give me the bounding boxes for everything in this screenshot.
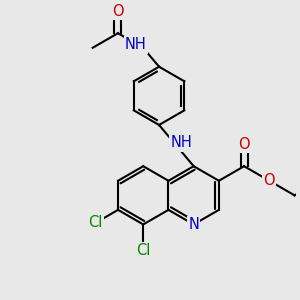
Text: NH: NH [170, 135, 192, 150]
Text: O: O [238, 137, 250, 152]
Text: Cl: Cl [88, 215, 103, 230]
Text: O: O [263, 173, 275, 188]
Text: Cl: Cl [136, 243, 150, 258]
Text: N: N [188, 217, 199, 232]
Text: O: O [112, 4, 124, 19]
Text: NH: NH [125, 38, 147, 52]
